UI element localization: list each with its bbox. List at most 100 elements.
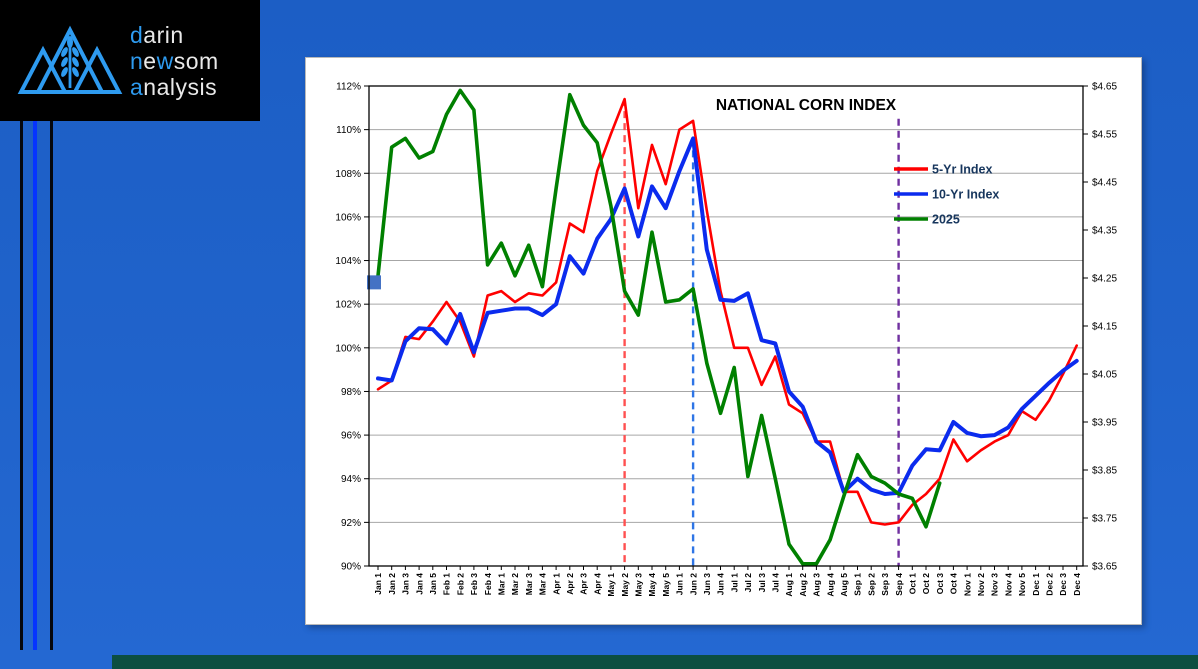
- logo-text: darin newsom analysis: [130, 22, 219, 100]
- x-axis-tick-label: Apr 1: [551, 573, 561, 595]
- x-axis-tick-label: Oct 3: [935, 573, 945, 595]
- x-axis-tick-label: Jan 1: [373, 573, 383, 595]
- x-axis-tick-label: Feb 1: [442, 573, 452, 595]
- series-line-5-yr-index: [376, 97, 1078, 526]
- x-axis-tick-label: Jan 2: [387, 573, 397, 595]
- x-axis-tick-label: May 4: [647, 573, 657, 597]
- x-axis-tick-label: Jul 1: [729, 573, 739, 593]
- legend-label: 5-Yr Index: [932, 163, 992, 177]
- left-axis-tick-label: 102%: [335, 300, 361, 311]
- x-axis-tick-label: Nov 4: [1003, 573, 1013, 596]
- x-axis-tick-label: Jun 1: [675, 573, 685, 595]
- x-axis-tick-label: Feb 4: [483, 573, 493, 595]
- x-axis-tick-label: Oct 4: [949, 573, 959, 595]
- legend-label: 10-Yr Index: [932, 188, 999, 202]
- x-axis-tick-label: Aug 5: [839, 573, 849, 597]
- x-axis-tick-label: Apr 3: [579, 573, 589, 595]
- x-axis-tick-label: Dec 2: [1045, 573, 1055, 596]
- x-axis-tick-label: Mar 3: [524, 573, 534, 595]
- logo-block: darin newsom analysis: [0, 0, 260, 121]
- x-axis-tick-label: Feb 2: [455, 573, 465, 595]
- left-axis-tick-label: 90%: [341, 562, 361, 573]
- x-axis-tick-label: Mar 1: [497, 573, 507, 595]
- x-axis-tick-label: Jan 5: [428, 573, 438, 595]
- right-axis-labels: $4.65 $4.55 $4.45 $4.35 $4.25 $4.15 $4.05 $3.95…: [1083, 82, 1117, 573]
- x-axis-tick-label: Dec 1: [1031, 573, 1041, 596]
- x-axis-tick-label: Jun 3: [702, 573, 712, 595]
- x-axis-tick-label: Aug 1: [784, 573, 794, 597]
- x-axis-tick-label: Feb 3: [469, 573, 479, 595]
- left-axis-tick-label: 108%: [335, 169, 361, 180]
- legend: 5-Yr Index 10-Yr Index 2025: [894, 163, 999, 227]
- x-axis-tick-label: Mar 4: [538, 573, 548, 595]
- x-axis-tick-label: Jul 2: [743, 573, 753, 593]
- x-axis-tick-label: Oct 2: [921, 573, 931, 595]
- logo-line-darin: darin: [130, 21, 184, 48]
- x-axis-tick-label: Sep 2: [866, 573, 876, 596]
- left-axis-tick-label: 92%: [341, 518, 361, 529]
- chart-title: NATIONAL CORN INDEX: [716, 97, 897, 114]
- x-axis-tick-label: Jun 4: [716, 573, 726, 595]
- bottom-accent-band: [112, 655, 1198, 669]
- x-axis-tick-label: Mar 2: [510, 573, 520, 595]
- x-axis-tick-label: Sep 4: [894, 573, 904, 596]
- x-axis-tick-label: May 5: [661, 573, 671, 597]
- plot-border: [368, 85, 1084, 567]
- x-axis-tick-label: Aug 3: [812, 573, 822, 597]
- x-axis-labels: Jan 1 Jan 2 Jan 3 Jan 4 Jan 5 Feb 1 Feb 2 Feb 3…: [373, 566, 1082, 597]
- series-line-10-yr-index: [376, 136, 1079, 496]
- right-axis-tick-label: $3.75: [1092, 514, 1117, 525]
- left-axis-tick-label: 112%: [336, 82, 361, 93]
- x-axis-tick-label: Jul 3: [757, 573, 767, 593]
- left-axis-tick-label: 100%: [335, 343, 361, 354]
- right-axis-tick-label: $4.25: [1092, 274, 1117, 285]
- left-axis-tick-label: 94%: [341, 474, 361, 485]
- left-axis-tick-label: 98%: [341, 387, 361, 398]
- right-axis-tick-label: $4.55: [1092, 130, 1117, 141]
- left-axis-tick-label: 106%: [335, 212, 361, 223]
- gridlines-group: [364, 85, 1083, 567]
- left-axis-tick-label: 104%: [335, 256, 361, 267]
- right-axis-tick-label: $3.65: [1092, 562, 1117, 573]
- x-axis-tick-label: Apr 2: [565, 573, 575, 595]
- x-axis-tick-label: Dec 3: [1058, 573, 1068, 596]
- x-axis-tick-label: Dec 4: [1072, 573, 1082, 596]
- x-axis-tick-label: Nov 2: [976, 573, 986, 596]
- right-axis-tick-label: $4.45: [1092, 178, 1117, 189]
- left-axis-tick-label: 96%: [341, 431, 361, 442]
- x-axis-tick-label: Jun 2: [688, 573, 698, 595]
- x-axis-tick-label: Jan 4: [414, 573, 424, 595]
- left-axis-tick-label: 110%: [336, 125, 361, 136]
- decorative-stripe-blue: [33, 121, 37, 650]
- legend-label: 2025: [932, 213, 960, 227]
- corn-index-chart: 112% 110% 108% 106% 104% 102% 100% 98% 96% 94% 92%…: [335, 82, 1117, 597]
- right-axis-tick-label: $3.95: [1092, 418, 1117, 429]
- x-axis-tick-label: Aug 2: [798, 573, 808, 597]
- legend-item-10-yr-index: 10-Yr Index: [894, 188, 999, 202]
- x-axis-tick-label: Jul 4: [771, 573, 781, 593]
- x-axis-tick-label: May 1: [606, 573, 616, 597]
- x-axis-tick-label: Nov 5: [1017, 573, 1027, 596]
- x-axis-tick-label: Nov 3: [990, 573, 1000, 596]
- logo-line-analysis: analysis: [130, 73, 218, 100]
- legend-item-5-yr-index: 5-Yr Index: [894, 163, 992, 177]
- right-axis-tick-label: $4.65: [1092, 82, 1117, 93]
- right-axis-tick-label: $3.85: [1092, 466, 1117, 477]
- wheat-icon: [61, 35, 79, 88]
- series-line-2025: [376, 88, 942, 566]
- right-axis-tick-label: $4.15: [1092, 322, 1117, 333]
- decorative-stripe-left: [20, 121, 23, 650]
- start-square-marker: [367, 275, 381, 290]
- right-axis-tick-label: $4.05: [1092, 370, 1117, 381]
- x-axis-tick-label: May 2: [620, 573, 630, 597]
- x-axis-tick-label: Aug 4: [825, 573, 835, 597]
- x-axis-tick-label: Apr 4: [592, 573, 602, 595]
- legend-item-2025: 2025: [894, 213, 960, 227]
- decorative-stripe-right: [50, 121, 53, 650]
- logo-line-newsom: newsom: [130, 47, 219, 74]
- chart-panel: 112% 110% 108% 106% 104% 102% 100% 98% 96% 94% 92%…: [305, 57, 1142, 625]
- x-axis-tick-label: Jan 3: [401, 573, 411, 595]
- right-axis-tick-label: $4.35: [1092, 226, 1117, 237]
- x-axis-tick-label: Oct 1: [908, 573, 918, 595]
